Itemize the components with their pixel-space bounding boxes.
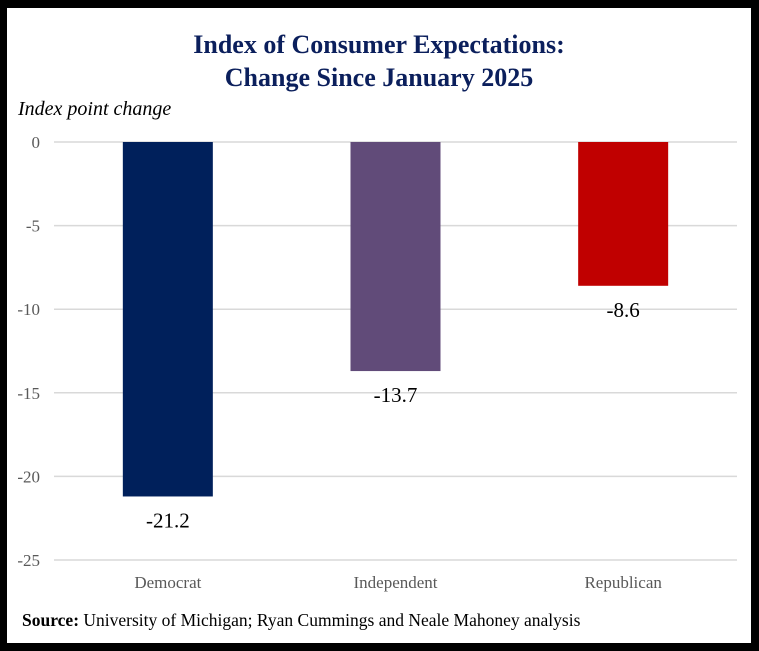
data-label-democrat: -21.2 — [146, 508, 190, 532]
y-tick-label: -15 — [17, 384, 40, 403]
bar-republican — [578, 142, 669, 286]
bars — [122, 142, 669, 497]
source-text: University of Michigan; Ryan Cummings an… — [83, 610, 581, 630]
data-label-republican: -8.6 — [607, 298, 640, 322]
y-tick-label: 0 — [32, 133, 41, 152]
chart-title: Index of Consumer Expectations: Change S… — [7, 28, 751, 94]
x-tick-label-independent: Independent — [353, 573, 437, 592]
x-tick-label-democrat: Democrat — [134, 573, 201, 592]
bar-democrat — [122, 142, 213, 497]
source-label: Source: — [22, 610, 80, 630]
data-labels: -21.2 -13.7 -8.6 — [146, 298, 640, 533]
data-label-independent: -13.7 — [374, 383, 418, 407]
chart-title-line-2: Change Since January 2025 — [224, 63, 534, 92]
x-tick-label-republican: Republican — [584, 573, 662, 592]
bar-chart-plot: 0 -5 -10 -15 -20 -25 -21.2 -13.7 -8.6 Democrat I… — [17, 133, 737, 592]
chart-title-line-1: Index of Consumer Expectations: — [193, 30, 565, 59]
bar-independent — [350, 142, 441, 372]
source-note: Source: University of Michigan; Ryan Cum… — [22, 610, 580, 631]
y-tick-label: -20 — [17, 467, 40, 486]
y-tick-labels: 0 -5 -10 -15 -20 -25 — [17, 133, 40, 570]
y-tick-label: -25 — [17, 551, 40, 570]
y-axis-label: Index point change — [18, 98, 172, 120]
y-tick-label: -5 — [26, 217, 40, 236]
chart-frame: Index of Consumer Expectations: Change S… — [7, 8, 751, 643]
x-tick-labels: Democrat Independent Republican — [134, 573, 662, 592]
y-tick-label: -10 — [17, 300, 40, 319]
